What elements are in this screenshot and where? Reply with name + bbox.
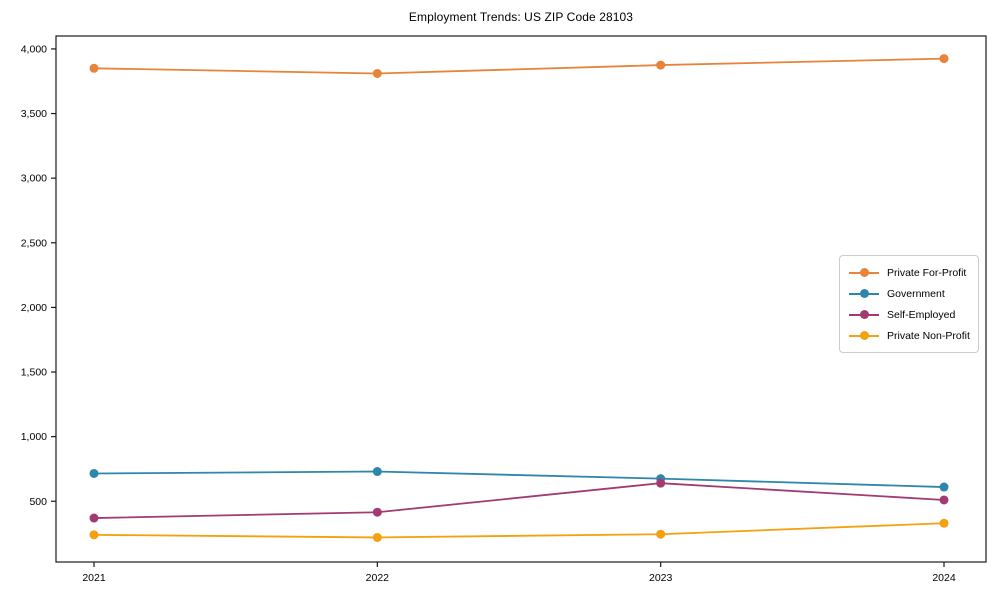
y-axis-tick-label: 1,500	[21, 367, 47, 379]
x-axis-tick-label: 2021	[82, 572, 106, 584]
x-axis-tick-label: 2023	[649, 572, 673, 584]
data-point-marker	[372, 68, 382, 78]
chart-title: Employment Trends: US ZIP Code 28103	[408, 10, 634, 24]
data-point-marker	[939, 495, 949, 505]
data-point-marker	[372, 507, 382, 517]
legend-item: Private Non-Profit	[849, 325, 970, 346]
legend-marker-icon	[849, 289, 879, 298]
y-axis-tick-label: 2,500	[21, 237, 47, 249]
y-axis-tick-label: 4,000	[21, 43, 47, 55]
legend-marker-icon	[849, 268, 879, 277]
series-line	[93, 522, 945, 539]
y-axis-tick-label: 500	[29, 496, 47, 508]
legend-label: Private Non-Profit	[887, 329, 970, 342]
series-line	[93, 57, 945, 75]
legend-label: Self-Employed	[887, 308, 956, 321]
legend-label: Private For-Profit	[887, 266, 967, 279]
y-axis-tick-label: 2,000	[21, 302, 47, 314]
data-point-marker	[656, 529, 666, 539]
legend-label: Government	[887, 287, 945, 300]
data-point-marker	[89, 530, 99, 540]
data-point-marker	[939, 518, 949, 528]
y-axis-tick-label: 3,000	[21, 173, 47, 185]
data-point-marker	[372, 532, 382, 542]
x-axis-tick-label: 2024	[932, 572, 956, 584]
x-axis-tick-label: 2022	[366, 572, 390, 584]
data-point-marker	[656, 478, 666, 488]
legend: Private For-Profit Government Self-Employe…	[839, 255, 979, 353]
data-point-marker	[89, 468, 99, 478]
data-point-marker	[89, 513, 99, 523]
plot-border	[55, 35, 987, 563]
data-point-marker	[89, 63, 99, 73]
legend-item: Private For-Profit	[849, 262, 970, 283]
legend-item: Government	[849, 283, 970, 304]
legend-item: Self-Employed	[849, 304, 970, 325]
series-line	[93, 470, 945, 488]
series-line	[93, 482, 945, 519]
legend-marker-icon	[849, 331, 879, 340]
y-axis-tick-label: 1,000	[21, 431, 47, 443]
data-point-marker	[939, 54, 949, 64]
y-axis-tick-label: 3,500	[21, 108, 47, 120]
data-point-marker	[372, 467, 382, 477]
legend-marker-icon	[849, 310, 879, 319]
data-point-marker	[656, 60, 666, 70]
data-point-marker	[939, 482, 949, 492]
